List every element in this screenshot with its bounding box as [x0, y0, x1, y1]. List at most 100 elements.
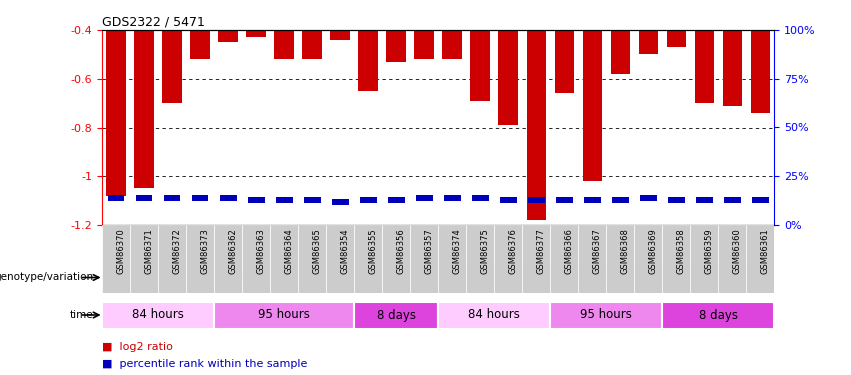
Bar — [634, 225, 662, 292]
Bar — [666, 0, 686, 47]
Bar — [219, 0, 238, 42]
Bar — [102, 264, 438, 291]
Text: GSM86363: GSM86363 — [256, 228, 266, 274]
Text: GSM86377: GSM86377 — [536, 228, 545, 274]
Bar — [304, 196, 321, 203]
Bar — [746, 225, 774, 292]
Bar — [551, 302, 662, 328]
Bar — [247, 0, 266, 38]
Bar — [718, 225, 746, 292]
Bar — [106, 0, 126, 196]
Bar — [276, 196, 293, 203]
Bar — [163, 0, 182, 103]
Bar — [724, 196, 740, 203]
Bar — [662, 302, 774, 328]
Bar — [354, 225, 382, 292]
Bar — [607, 225, 634, 292]
Bar — [416, 195, 432, 201]
Text: genotype/variation: genotype/variation — [0, 273, 94, 282]
Text: 8 days: 8 days — [377, 309, 416, 321]
Bar — [186, 225, 214, 292]
Text: GSM86364: GSM86364 — [284, 228, 294, 274]
Bar — [354, 302, 438, 328]
Bar — [271, 225, 298, 292]
Bar — [102, 225, 130, 292]
Bar — [466, 225, 494, 292]
Bar — [640, 195, 657, 201]
Bar — [696, 196, 713, 203]
Text: GSM86373: GSM86373 — [200, 228, 209, 274]
Bar — [662, 225, 690, 292]
Bar — [494, 225, 523, 292]
Bar — [555, 0, 574, 93]
Text: 95 hours: 95 hours — [258, 309, 310, 321]
Text: GSM86370: GSM86370 — [116, 228, 125, 274]
Text: flk1-positive: flk1-positive — [234, 271, 306, 284]
Bar — [243, 225, 271, 292]
Bar — [108, 195, 124, 201]
Bar — [358, 0, 378, 91]
Bar — [751, 0, 770, 113]
Text: GSM86356: GSM86356 — [397, 228, 405, 274]
Text: GDS2322 / 5471: GDS2322 / 5471 — [102, 16, 205, 29]
Bar — [472, 195, 488, 201]
Text: GSM86371: GSM86371 — [144, 228, 153, 274]
Bar — [752, 196, 768, 203]
Bar — [500, 196, 517, 203]
Text: GSM86357: GSM86357 — [425, 228, 433, 274]
Bar — [410, 225, 438, 292]
Text: GSM86354: GSM86354 — [340, 228, 349, 274]
Text: GSM86376: GSM86376 — [508, 228, 517, 274]
Bar — [382, 225, 410, 292]
Text: GSM86366: GSM86366 — [564, 228, 574, 274]
Bar — [214, 302, 354, 328]
Bar — [274, 0, 294, 59]
Text: GSM86355: GSM86355 — [368, 228, 377, 274]
Text: GSM86365: GSM86365 — [312, 228, 321, 274]
Text: 84 hours: 84 hours — [132, 309, 184, 321]
Bar — [438, 302, 551, 328]
Text: GSM86367: GSM86367 — [592, 228, 602, 274]
Bar — [528, 196, 545, 203]
Bar — [444, 195, 460, 201]
Bar — [332, 198, 349, 205]
Text: ■  log2 ratio: ■ log2 ratio — [102, 342, 173, 352]
Bar — [551, 225, 579, 292]
Bar — [584, 196, 601, 203]
Bar — [638, 0, 658, 54]
Bar — [556, 196, 573, 203]
Text: GSM86374: GSM86374 — [452, 228, 461, 274]
Bar — [326, 225, 354, 292]
Text: 8 days: 8 days — [699, 309, 738, 321]
Text: 84 hours: 84 hours — [468, 309, 520, 321]
Bar — [330, 0, 350, 40]
Bar — [471, 0, 490, 101]
Bar — [610, 0, 630, 74]
Text: GSM86362: GSM86362 — [228, 228, 237, 274]
Text: GSM86358: GSM86358 — [677, 228, 685, 274]
Bar — [191, 0, 210, 59]
Bar — [438, 264, 774, 291]
Text: GSM86375: GSM86375 — [480, 228, 489, 274]
Text: GSM86369: GSM86369 — [648, 228, 657, 274]
Bar — [668, 196, 685, 203]
Bar — [527, 0, 546, 220]
Bar — [694, 0, 714, 103]
Bar — [386, 0, 406, 62]
Bar — [722, 0, 742, 106]
Text: flk1-negative: flk1-negative — [568, 271, 645, 284]
Bar — [302, 0, 322, 59]
Bar — [134, 0, 154, 188]
Bar — [499, 0, 518, 125]
Bar — [583, 0, 603, 181]
Bar — [136, 195, 152, 201]
Text: GSM86368: GSM86368 — [620, 228, 630, 274]
Bar — [130, 225, 158, 292]
Text: 95 hours: 95 hours — [580, 309, 632, 321]
Bar — [158, 225, 186, 292]
Bar — [163, 195, 180, 201]
Bar — [438, 225, 466, 292]
Bar — [102, 302, 214, 328]
Bar — [414, 0, 434, 59]
Bar — [214, 225, 243, 292]
